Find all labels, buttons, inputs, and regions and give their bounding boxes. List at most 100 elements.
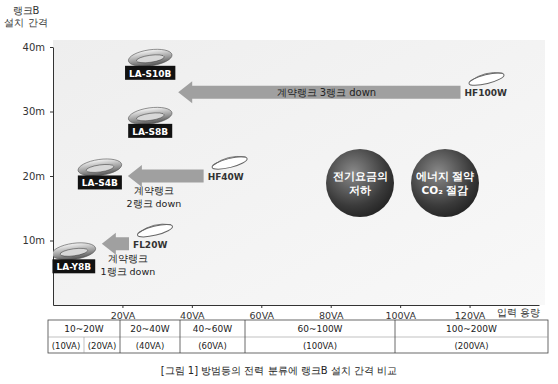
y-tick-label: 20m [23,171,45,182]
led-label-box [52,259,95,273]
y-tick: 20m [23,171,53,182]
led-label: LA-S10B [129,69,171,79]
led-lamp-lens [60,247,89,258]
x-tick: 40VA [180,305,205,321]
power-class-sub: (20VA) [88,341,117,351]
lamp-outline [136,221,173,239]
annotation-text: 1랭크 down [100,266,155,277]
table-sub-line [84,337,85,353]
y-axis: 10m 20m 30m 40m [23,42,54,306]
x-tick-mark [192,305,193,308]
y-tick: 30m [23,106,53,117]
power-class-sub: (60VA) [198,341,227,351]
plot-background [53,40,545,305]
table-row-line [48,337,548,338]
lamp-outline [468,69,505,87]
callout-text: 저하 [349,184,371,196]
lamp-outline-body [468,70,505,87]
y-tick-label: 40m [23,42,45,53]
led-lamp-lens [86,163,115,174]
led-lamp [127,105,173,127]
y-tick: 10m [23,235,53,246]
led-lamp-lens [136,53,165,64]
table-col-line [245,320,246,353]
y-tick-mark [50,47,53,48]
x-tick: 100VA [385,305,416,321]
led-lamp-lens [136,111,165,122]
power-class-label: 10~20W [64,324,103,334]
x-tick-label: 80VA [319,310,344,321]
arrows [102,81,461,255]
marks [53,47,505,262]
x-tick-label: 20VA [111,310,136,321]
lamp-outline-hood [470,70,503,81]
x-axis: 20VA40VA60VA80VA100VA120VA [54,305,540,321]
y-axis-title: 랭크B [13,5,40,16]
x-tick-mark [470,305,471,308]
x-tick-mark [331,305,332,308]
x-tick-mark [261,305,262,308]
power-class-sub: (40VA) [136,341,165,351]
x-tick-mark [400,305,401,308]
power-class-table: 10~20W (10VA) (20VA) 20~40W (40VA) 40~60W (60V… [48,320,548,353]
chart: 20VA40VA60VA80VA100VA120VA10m20m30m40m랭크… [0,0,558,384]
table-col-line [120,320,121,353]
annotation-text: 계약랭크 [134,185,174,196]
led-lamp-body [127,47,173,69]
led-label: LA-S8B [132,127,168,137]
led-lamp [77,156,123,178]
y-tick-label: 30m [23,106,45,117]
callout-ball [411,149,479,217]
x-tick-mark [122,305,123,308]
lamp-label: HF100W [465,88,507,98]
arrow [128,165,204,187]
annotation-text: 계약랭크 3랭크 down [277,87,377,98]
callout-text: CO₂ 절감 [422,184,469,196]
x-axis-title: 입력 용량 [497,307,540,318]
x-axis-line [54,305,540,306]
annotation-text: 2랭크 down [127,198,182,209]
x-tick-label: 40VA [180,310,205,321]
led-label: LA-S4B [82,178,118,188]
x-tick: 60VA [250,305,275,321]
led-label-box [125,66,175,80]
power-class-label: 100~200W [446,324,497,334]
x-tick-label: 60VA [250,310,275,321]
point-labels: LA-S10B LA-S4B LA-Y8B LA-S8B HF100W HF40W FL20… [52,66,507,273]
chart-title: [그림 1] 방범등의 전력 분류에 랭크B 설치 간격 비교 [161,365,397,376]
led-label-box [128,124,172,138]
table-col-line [395,320,396,353]
lamp-outline-body [136,222,173,239]
y-tick-mark [50,112,53,113]
y-tick-label: 10m [23,235,45,246]
arrow [102,233,129,255]
callout-text: 에너지 절약 [416,170,475,182]
lamp-outline-body [211,154,248,171]
power-class-sub: (10VA) [52,341,81,351]
arrow [178,81,460,103]
y-tick: 40m [23,42,53,53]
led-lamp-body [77,156,123,178]
power-class-label: 20~40W [130,324,169,334]
led-label-box [78,175,122,189]
led-lamp-body [53,240,97,262]
callout-text: 전기요금의 [333,170,388,182]
power-class-sub: (200VA) [455,341,489,351]
led-lamp [53,240,97,262]
y-tick-mark [50,241,53,242]
x-tick-label: 100VA [385,310,416,321]
x-tick: 20VA [111,305,136,321]
y-axis-title: 설치 간격 [4,17,47,28]
led-lamp-body [127,105,173,127]
table-frame [48,320,548,353]
y-tick-mark [50,176,53,177]
led-lamp [127,47,173,69]
table-col-line [180,320,181,353]
power-class-label: 40~60W [193,324,232,334]
annotation-text: 계약랭크 [108,253,148,264]
lamp-label: HF40W [208,172,244,182]
led-label: LA-Y8B [56,262,91,272]
lamp-outline-hood [213,154,246,165]
lamp-label: FL20W [133,240,167,250]
lamp-outline [211,153,248,171]
